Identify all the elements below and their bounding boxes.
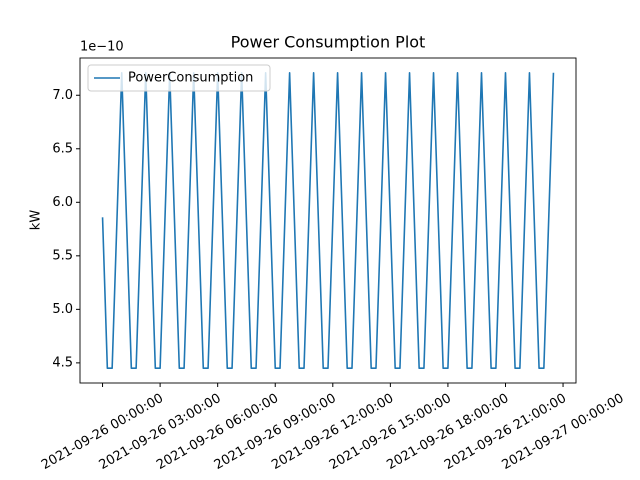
legend-box: [87, 64, 271, 92]
axes-frame: [79, 57, 577, 384]
y-axis-label: kW: [29, 210, 44, 231]
legend-label: PowerConsumption: [128, 71, 253, 86]
y-offset-text: 1e−10: [80, 40, 124, 55]
y-tick-label: 6.0: [52, 195, 73, 210]
y-tick-label: 5.0: [52, 302, 73, 317]
y-tick-label: 7.0: [52, 88, 73, 103]
y-tick-label: 4.5: [52, 355, 73, 370]
y-tick-label: 5.5: [52, 248, 73, 263]
y-tick-label: 6.5: [52, 141, 73, 156]
data-line: [101, 71, 555, 370]
chart-title: Power Consumption Plot: [231, 33, 426, 52]
